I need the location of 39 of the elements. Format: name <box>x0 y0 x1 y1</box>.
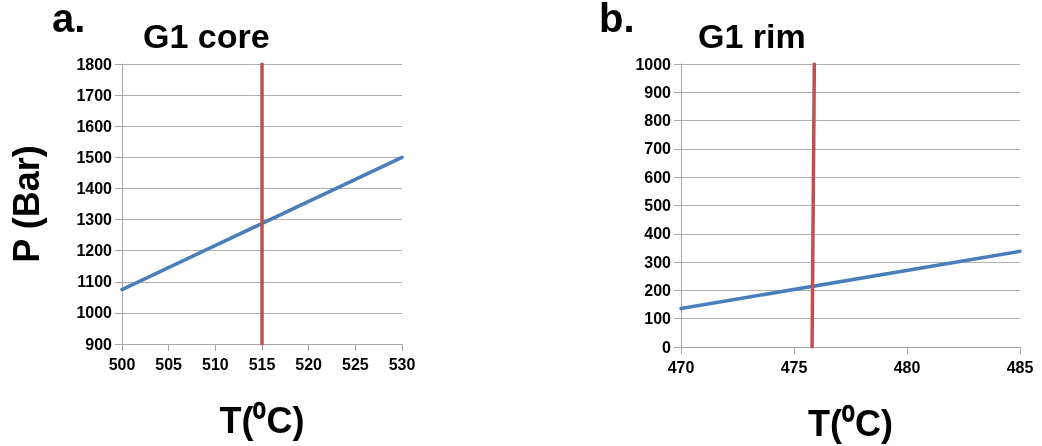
text: a. <box>52 0 86 40</box>
y-tick-label: 1400 <box>76 179 113 197</box>
x-tick-label: 525 <box>341 355 369 373</box>
y-tick-label: 1200 <box>76 242 113 260</box>
x-tick-label: 480 <box>893 358 921 376</box>
y-tick-label: 900 <box>644 83 672 101</box>
chart-title: G1 core <box>143 17 270 55</box>
y-tick-label: 1700 <box>76 86 113 104</box>
x-tick-label: 530 <box>388 355 416 373</box>
y-tick-label: 100 <box>644 310 672 328</box>
y-tick-label: 900 <box>85 335 113 353</box>
y-tick-label: 200 <box>644 281 672 299</box>
y-tick-label: 0 <box>662 338 672 356</box>
y-tick-label: 800 <box>644 112 672 130</box>
y-axis-title: P (Bar) <box>5 145 47 263</box>
y-tick-label: 1000 <box>76 304 113 322</box>
y-tick-label: 1600 <box>76 117 113 135</box>
x-tick-label: 485 <box>1006 358 1034 376</box>
x-tick-label: 475 <box>780 358 808 376</box>
y-tick-label: 300 <box>644 253 672 271</box>
text: b. <box>599 0 635 40</box>
y-tick-label: 700 <box>644 140 672 158</box>
y-tick-label: 1100 <box>77 273 113 291</box>
x-axis-title: T(⁰C) <box>808 402 893 444</box>
y-tick-label: 1800 <box>76 55 113 73</box>
y-tick-label: 1300 <box>76 211 113 229</box>
chart-title: G1 rim <box>698 17 806 55</box>
y-tick-label: 1000 <box>635 55 672 73</box>
y-tick-label: 400 <box>644 225 672 243</box>
x-tick-label: 515 <box>248 355 276 373</box>
x-tick-label: 470 <box>667 358 695 376</box>
x-axis-title: T(⁰C) <box>219 399 305 441</box>
x-tick-label: 500 <box>108 355 136 373</box>
x-tick-label: 520 <box>295 355 323 373</box>
y-tick-label: 1500 <box>76 148 113 166</box>
x-tick-label: 510 <box>201 355 229 373</box>
x-tick-label: 505 <box>155 355 183 373</box>
y-tick-label: 600 <box>644 168 672 186</box>
y-tick-label: 500 <box>644 197 672 214</box>
